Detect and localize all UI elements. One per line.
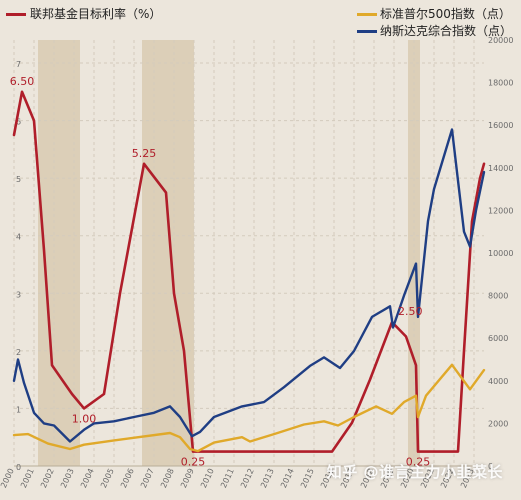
annotation-2: 5.25 [132, 147, 157, 160]
right-tick-label-3: 6000 [488, 334, 508, 343]
right-tick-label-2: 4000 [488, 377, 508, 386]
right-tick-label-1: 2000 [488, 419, 508, 428]
right-tick-label-5: 10000 [488, 249, 513, 258]
x-tick-label-14: 2014 [279, 467, 296, 489]
legend-label-nasdaq: 纳斯达克综合指数（点） [380, 23, 512, 38]
shaded-periods [38, 40, 420, 466]
x-tick-label-5: 2005 [99, 467, 116, 489]
annotations: 6.50 1.00 5.25 0.25 2.50 0.25 [10, 75, 431, 469]
legend-swatch-sp500 [357, 13, 377, 16]
right-tick-label-0: 0 [488, 462, 493, 471]
legend-swatch-nasdaq [357, 30, 377, 33]
series-line-1 [12, 363, 486, 453]
x-tick-label-2: 2002 [39, 467, 56, 489]
left-tick-label-2: 2 [16, 348, 21, 357]
watermark-text: 知乎 @谁言主力小韭菜长 [326, 463, 503, 481]
x-tick-label-6: 2006 [119, 467, 136, 489]
annotation-0: 6.50 [10, 75, 35, 88]
legend-swatch-rate [6, 13, 26, 16]
x-tick-label-12: 2012 [239, 467, 256, 489]
left-tick-label-4: 4 [16, 233, 21, 242]
annotation-4: 2.50 [398, 305, 423, 318]
right-tick-label-6: 12000 [488, 206, 513, 215]
annotation-1: 1.00 [72, 412, 97, 425]
right-tick-label-10: 20000 [488, 36, 513, 45]
left-tick-label-1: 1 [16, 405, 21, 414]
left-tick-label-5: 5 [16, 175, 21, 184]
right-tick-label-8: 16000 [488, 121, 513, 130]
annotation-3: 0.25 [181, 456, 206, 469]
left-tick-label-6: 6 [16, 118, 21, 127]
x-tick-label-0: 2000 [0, 467, 16, 489]
series-line-2 [12, 128, 486, 443]
series-line-0 [12, 90, 486, 453]
right-tick-label-7: 14000 [488, 164, 513, 173]
left-tick-label-7: 7 [16, 60, 21, 69]
annotation-5: 0.25 [406, 456, 431, 469]
left-tick-label-0: 0 [16, 463, 21, 472]
legend: 联邦基金目标利率（%） 标准普尔500指数（点） 纳斯达克综合指数（点） [6, 6, 512, 38]
left-tick-label-3: 3 [16, 290, 21, 299]
x-tick-label-8: 2008 [159, 467, 176, 489]
x-tick-label-7: 2007 [139, 467, 156, 489]
series-lines [12, 90, 486, 453]
shaded-period-1 [142, 40, 194, 466]
x-tick-label-11: 2011 [219, 467, 236, 489]
right-tick-label-4: 8000 [488, 292, 508, 301]
legend-label-rate: 联邦基金目标利率（%） [30, 6, 161, 21]
x-tick-label-10: 2010 [199, 467, 216, 489]
right-tick-label-9: 18000 [488, 79, 513, 88]
x-tick-label-4: 2004 [79, 467, 96, 489]
x-tick-label-9: 2009 [179, 467, 196, 489]
x-tick-label-1: 2001 [19, 467, 36, 489]
x-tick-label-15: 2015 [299, 467, 316, 489]
x-tick-label-3: 2003 [59, 467, 76, 489]
x-tick-label-13: 2013 [259, 467, 276, 489]
legend-label-sp500: 标准普尔500指数（点） [380, 6, 511, 21]
